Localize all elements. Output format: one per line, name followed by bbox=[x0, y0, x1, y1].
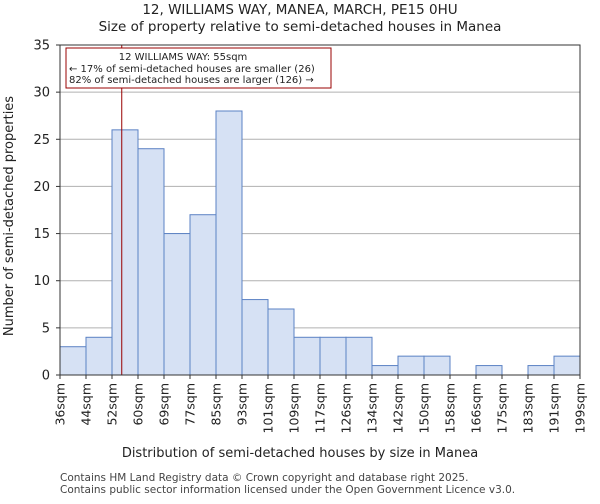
x-tick-label: 150sqm bbox=[417, 383, 432, 433]
histogram-bar bbox=[527, 365, 555, 376]
y-tick-label: 30 bbox=[33, 86, 50, 101]
histogram-bar bbox=[59, 346, 87, 376]
annotation-line-3: 82% of semi-detached houses are larger (… bbox=[69, 75, 314, 86]
histogram-bar bbox=[241, 299, 269, 376]
histogram-bar bbox=[189, 214, 217, 376]
y-tick-label: 5 bbox=[42, 321, 50, 336]
histogram-bar bbox=[163, 233, 191, 376]
histogram-bar bbox=[319, 336, 347, 376]
histogram-bar bbox=[215, 110, 243, 376]
x-tick-label: 126sqm bbox=[339, 383, 354, 433]
histogram-bar bbox=[293, 336, 321, 376]
y-tick-label: 0 bbox=[42, 369, 50, 384]
x-tick-label: 69sqm bbox=[157, 383, 172, 426]
y-tick-label: 20 bbox=[33, 180, 50, 195]
x-tick-label: 199sqm bbox=[573, 383, 588, 433]
x-tick-label: 52sqm bbox=[105, 383, 120, 426]
x-tick-label: 175sqm bbox=[495, 383, 510, 433]
annotation-line-1: 12 WILLIAMS WAY: 55sqm bbox=[119, 52, 248, 63]
x-tick-label: 158sqm bbox=[443, 383, 458, 433]
footer-line-1: Contains HM Land Registry data © Crown c… bbox=[60, 472, 468, 484]
histogram-bar bbox=[111, 129, 139, 376]
x-tick-label: 166sqm bbox=[469, 383, 484, 433]
histogram-bar bbox=[553, 355, 581, 376]
histogram-bar bbox=[475, 365, 503, 376]
x-tick-label: 85sqm bbox=[209, 383, 224, 426]
histogram-bar bbox=[137, 148, 165, 376]
histogram-bar bbox=[423, 355, 451, 376]
x-tick-label: 77sqm bbox=[183, 383, 198, 426]
histogram-bar bbox=[85, 336, 113, 376]
chart-title: 12, WILLIAMS WAY, MANEA, MARCH, PE15 0HU bbox=[142, 2, 457, 18]
y-axis-label: Number of semi-detached properties bbox=[2, 96, 17, 336]
x-tick-label: 44sqm bbox=[79, 383, 94, 426]
x-tick-label: 60sqm bbox=[131, 383, 146, 426]
x-tick-label: 183sqm bbox=[521, 383, 536, 433]
x-tick-label: 191sqm bbox=[547, 383, 562, 433]
chart-subtitle: Size of property relative to semi-detach… bbox=[99, 19, 502, 35]
x-tick-label: 93sqm bbox=[235, 383, 250, 426]
x-axis-ticks: 36sqm 44sqm 52sqm 60sqm 69sqm 77sqm 85sqm 93sqm… bbox=[53, 375, 588, 433]
x-tick-label: 101sqm bbox=[261, 383, 276, 433]
x-tick-label: 142sqm bbox=[391, 383, 406, 433]
histogram-bar bbox=[371, 365, 399, 376]
histogram-bar bbox=[397, 355, 425, 376]
histogram-bar bbox=[345, 336, 373, 376]
annotation-box bbox=[65, 47, 332, 89]
x-tick-label: 109sqm bbox=[287, 383, 302, 433]
y-tick-label: 10 bbox=[33, 274, 50, 289]
x-axis-label: Distribution of semi-detached houses by … bbox=[122, 446, 478, 461]
y-axis-ticks: 0 5 10 15 20 25 30 35 bbox=[33, 39, 60, 384]
x-tick-label: 117sqm bbox=[313, 383, 328, 433]
annotation-line-2: ← 17% of semi-detached houses are smalle… bbox=[69, 64, 315, 75]
footer-line-2: Contains public sector information licen… bbox=[60, 484, 515, 496]
x-tick-label: 134sqm bbox=[365, 383, 380, 433]
y-tick-label: 25 bbox=[33, 133, 50, 148]
y-tick-label: 15 bbox=[33, 227, 50, 242]
bars bbox=[59, 110, 581, 376]
histogram-bar bbox=[267, 308, 295, 376]
marker-annotation: 12 WILLIAMS WAY: 55sqm ← 17% of semi-det… bbox=[65, 47, 332, 89]
y-tick-label: 35 bbox=[33, 39, 50, 54]
x-tick-label: 36sqm bbox=[53, 383, 68, 426]
